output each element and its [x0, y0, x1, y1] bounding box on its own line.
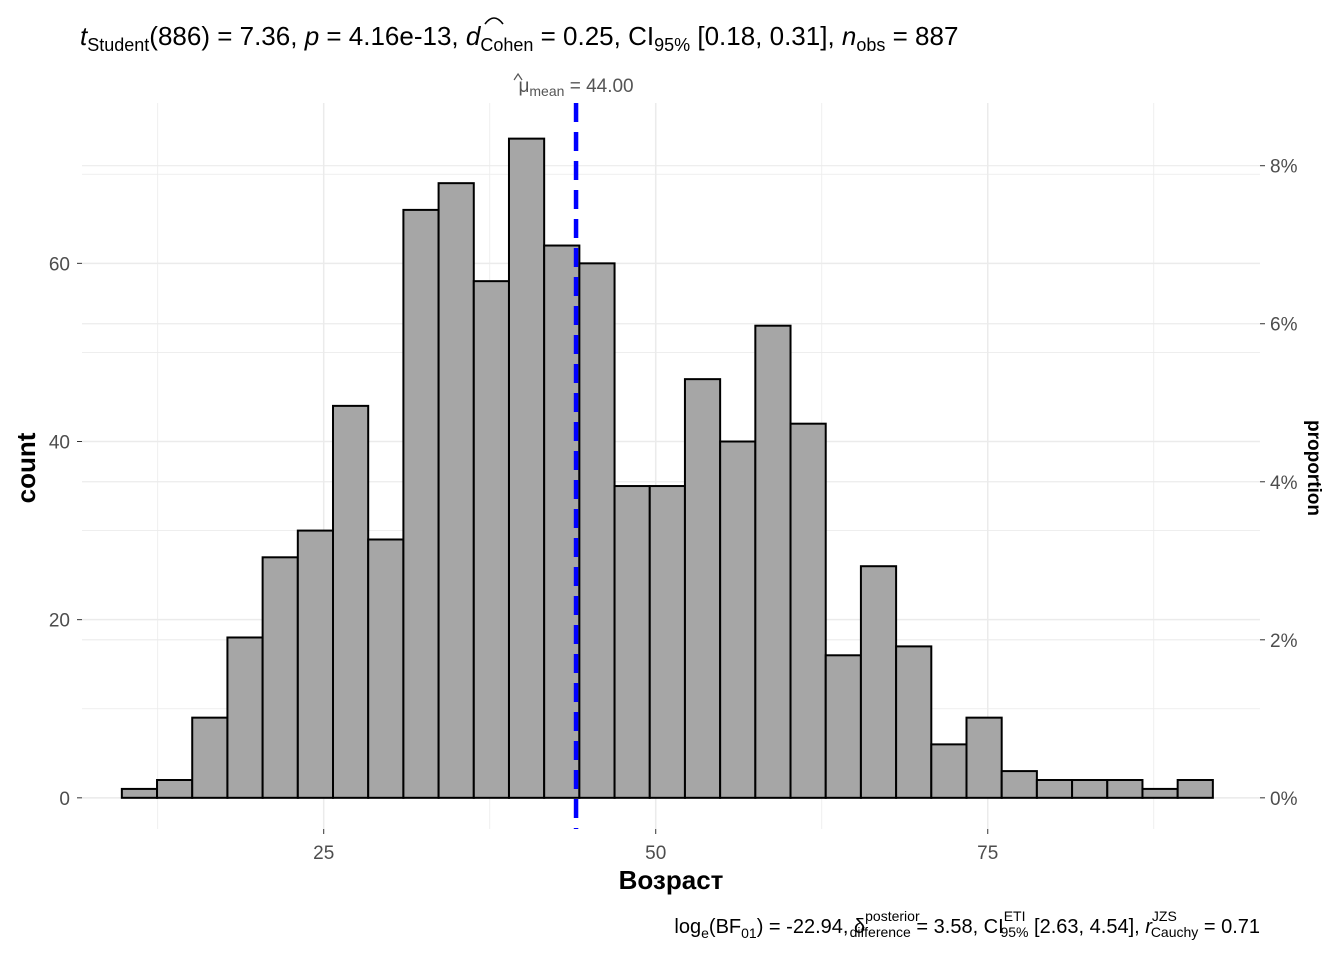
- histogram-bar: [613, 485, 651, 799]
- histogram-bars: [120, 137, 1214, 799]
- histogram-bar: [1035, 779, 1074, 799]
- histogram-bar: [332, 404, 370, 799]
- histogram-bar: [1106, 779, 1144, 799]
- histogram-bar: [120, 787, 159, 799]
- y-axis-title: count: [11, 432, 41, 503]
- histogram-bar: [437, 182, 475, 799]
- histogram-bar: [507, 137, 546, 799]
- y-tick-label: 60: [49, 254, 70, 275]
- histogram-bar: [191, 716, 229, 799]
- histogram-bar: [543, 244, 581, 799]
- histogram-bar: [1141, 787, 1179, 799]
- histogram-bar: [683, 378, 722, 799]
- x-tick-label: 25: [313, 843, 334, 864]
- histogram-bar: [156, 779, 194, 799]
- y2-tick-label: 0%: [1270, 789, 1298, 810]
- y-tick-label: 0: [59, 789, 70, 810]
- chart-title: tStudent(886) = 7.36, p = 4.16e-13, dCoh…: [80, 21, 958, 55]
- histogram-bar: [754, 324, 792, 799]
- y2-tick-label: 6%: [1270, 315, 1298, 336]
- histogram-bar: [296, 529, 335, 799]
- histogram-bar: [930, 743, 968, 799]
- y2-tick-label: 8%: [1270, 157, 1298, 178]
- histogram-bar: [859, 565, 898, 799]
- histogram-bar: [472, 280, 510, 799]
- x-tick-label: 50: [645, 843, 666, 864]
- secondary-y-axis-title: proportion: [1303, 420, 1324, 516]
- y-tick-label: 20: [49, 611, 70, 632]
- histogram-bar: [1000, 770, 1038, 799]
- y2-tick-label: 4%: [1270, 473, 1298, 494]
- histogram-bar: [578, 262, 616, 799]
- histogram-bar: [1176, 779, 1214, 799]
- x-axis-title: Возраст: [619, 865, 724, 895]
- y2-tick-label: 2%: [1270, 631, 1298, 652]
- histogram-bar: [1071, 779, 1109, 799]
- histogram-bar: [824, 654, 862, 799]
- secondary-y-axis-ticks: 0% 2% 4% 6% 8%: [1260, 157, 1298, 810]
- mean-line-group: μmean = 44.00: [513, 72, 634, 829]
- mean-hat-accent: [513, 72, 523, 81]
- histogram-bar: [965, 716, 1003, 799]
- x-tick-label: 75: [977, 843, 998, 864]
- chart-caption: loge(BF01) = -22.94, δposterior differenc…: [674, 908, 1260, 941]
- histogram-bar: [226, 636, 264, 799]
- y-tick-label: 40: [49, 433, 70, 454]
- x-axis-ticks: 25 50 75: [313, 829, 998, 864]
- histogram-bar: [261, 556, 299, 799]
- d-hat-accent: [484, 17, 504, 25]
- histogram-bar: [367, 538, 405, 799]
- mean-label: μmean = 44.00: [518, 76, 633, 99]
- histogram-bar: [895, 645, 933, 799]
- histogram-bar: [648, 485, 686, 799]
- histogram-bar: [719, 440, 757, 799]
- histogram-bar: [402, 208, 440, 799]
- histogram-bar: [789, 422, 827, 799]
- y-axis-ticks: 0 20 40 60: [49, 254, 82, 810]
